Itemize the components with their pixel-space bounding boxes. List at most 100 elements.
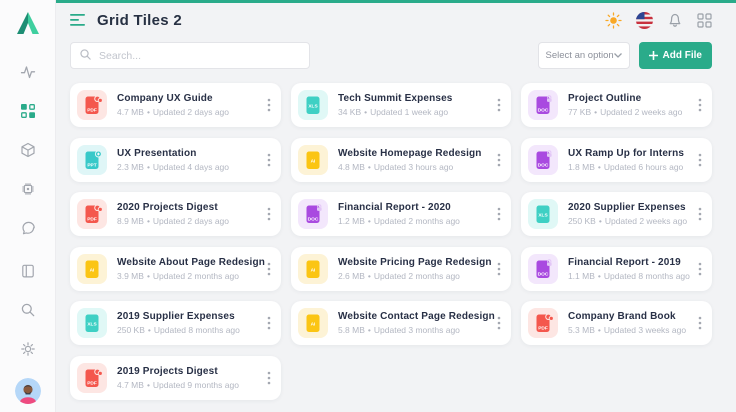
card-menu-icon[interactable] [495,150,503,170]
svg-text:DOC: DOC [308,217,319,223]
file-type-icon: XLS [77,308,107,338]
file-card[interactable]: PDF Company Brand Book 5.3 MB • Updated 3 … [520,301,712,345]
file-info: Website Homepage Redesign 4.8 MB • Updated… [338,148,495,172]
chip-icon[interactable] [20,181,36,197]
file-info: Tech Summit Expenses 34 KB • Updated 1 wee… [338,93,495,117]
user-avatar[interactable] [14,378,41,404]
file-size: 1.8 MB [567,161,595,172]
svg-text:PDF: PDF [87,380,97,386]
svg-text:DOC: DOC [538,162,549,168]
card-menu-icon[interactable] [495,259,503,279]
file-info: Website About Page Redesign 3.9 MB • Updat… [117,257,265,281]
file-card[interactable]: PDF 2020 Projects Digest 8.9 MB • Updated … [70,192,281,236]
file-title: Company Brand Book [567,311,676,322]
card-menu-icon[interactable] [696,313,704,333]
file-size: 5.8 MB [337,325,365,335]
file-card[interactable]: AI Website About Page Redesign 3.9 MB • Up… [70,246,281,291]
search-icon [80,49,91,60]
file-card[interactable]: XLS Tech Summit Expenses 34 KB • Updated 1… [290,83,511,127]
book-icon[interactable] [20,263,36,279]
svg-text:DOC: DOC [538,108,549,114]
file-size: 4.7 MB [117,379,144,390]
file-card[interactable]: AI Website Pricing Page Redesign 2.6 MB •… [290,246,511,291]
file-updated: Updated 8 months ago [603,270,690,281]
option-select-value: Select an option [545,50,614,61]
file-meta: 4.7 MB • Updated 9 months ago [117,380,265,390]
file-info: Financial Report - 2019 1.1 MB • Updated 8… [568,257,696,281]
activity-icon[interactable] [20,64,36,80]
file-card[interactable]: DOC UX Ramp Up for Interns 1.8 MB • Update… [520,137,712,182]
file-info: Website Pricing Page Redesign 2.6 MB • Upd… [338,257,495,281]
meta-separator: • [598,216,602,226]
file-card[interactable]: XLS 2020 Supplier Expenses 250 KB • Update… [520,192,712,236]
file-info: Company Brand Book 5.3 MB • Updated 3 week… [568,311,696,335]
file-info: Website Contact Page Redesign 5.8 MB • Upd… [338,311,495,335]
plus-icon [648,51,658,60]
meta-separator: • [146,161,150,172]
file-card[interactable]: DOC Project Outline 77 KB • Updated 2 week… [520,83,712,127]
file-title: Company UX Guide [117,93,213,104]
file-card[interactable]: PDF Company UX Guide 4.7 MB • Updated 2 da… [70,83,281,127]
sun-icon[interactable] [605,11,622,29]
file-updated: Updated 3 weeks ago [603,325,687,335]
file-card[interactable]: DOC Financial Report - 2019 1.1 MB • Updat… [520,246,712,291]
file-card[interactable]: PDF 2019 Projects Digest 4.7 MB • Updated … [70,355,281,400]
svg-text:AI: AI [90,267,95,273]
file-card[interactable]: XLS 2019 Supplier Expenses 250 KB • Update… [70,301,281,345]
chat-icon[interactable] [20,220,36,236]
file-info: 2019 Supplier Expenses 250 KB • Updated 8 … [117,311,265,335]
file-card[interactable]: AI Website Homepage Redesign 4.8 MB • Upda… [290,137,511,182]
card-menu-icon[interactable] [495,313,503,333]
option-select[interactable]: Select an option [537,42,630,69]
file-updated: Updated 2 weeks ago [604,216,688,226]
menu-toggle-icon[interactable] [70,14,86,26]
bell-icon[interactable] [667,12,683,28]
card-menu-icon[interactable] [265,95,273,115]
app-logo-icon[interactable] [14,10,42,36]
card-menu-icon[interactable] [265,204,273,224]
file-size: 5.3 MB [567,325,595,335]
file-title: UX Ramp Up for Interns [567,147,685,159]
box-icon[interactable] [20,142,36,158]
svg-text:XLS: XLS [308,104,318,110]
file-title: Project Outline [567,93,642,104]
file-size: 1.2 MB [337,216,365,226]
svg-text:XLS: XLS [87,322,97,328]
file-type-icon: PPT [77,144,107,175]
meta-separator: • [597,325,601,335]
file-type-icon: DOC [297,199,328,229]
card-menu-icon[interactable] [696,150,704,170]
svg-text:AI: AI [311,322,316,328]
file-updated: Updated 2 weeks ago [600,107,683,117]
add-file-button[interactable]: Add File [638,42,712,69]
file-info: 2020 Supplier Expenses 250 KB • Updated 2 … [568,202,696,226]
search-icon[interactable] [20,302,36,318]
meta-separator: • [367,270,371,281]
card-menu-icon[interactable] [696,259,704,279]
file-card[interactable]: AI Website Contact Page Redesign 5.8 MB •… [290,301,511,345]
card-menu-icon[interactable] [265,368,273,388]
card-menu-icon[interactable] [696,204,704,224]
file-type-icon: DOC [527,144,558,175]
card-menu-icon[interactable] [696,95,704,115]
apps-icon[interactable] [697,12,712,28]
file-type-icon: AI [297,253,328,284]
file-card[interactable]: DOC Financial Report - 2020 1.2 MB • Updat… [290,192,511,236]
file-size: 1.1 MB [567,270,595,281]
card-menu-icon[interactable] [265,259,273,279]
file-type-icon: PDF [77,199,107,229]
card-menu-icon[interactable] [495,204,503,224]
file-info: UX Presentation 2.3 MB • Updated 4 days ag… [117,148,265,172]
card-menu-icon[interactable] [495,95,503,115]
svg-text:PDF: PDF [87,108,97,114]
file-size: 2.3 MB [117,161,144,172]
us-flag-icon[interactable] [636,11,653,29]
card-menu-icon[interactable] [265,313,273,333]
add-file-label: Add File [662,50,702,61]
file-card[interactable]: PPT UX Presentation 2.3 MB • Updated 4 day… [70,137,281,182]
file-meta: 8.9 MB • Updated 2 days ago [117,216,265,226]
search-input[interactable] [70,42,310,69]
card-menu-icon[interactable] [265,150,273,170]
gear-icon[interactable] [20,341,36,357]
dashboard-grid-icon[interactable] [20,103,36,119]
